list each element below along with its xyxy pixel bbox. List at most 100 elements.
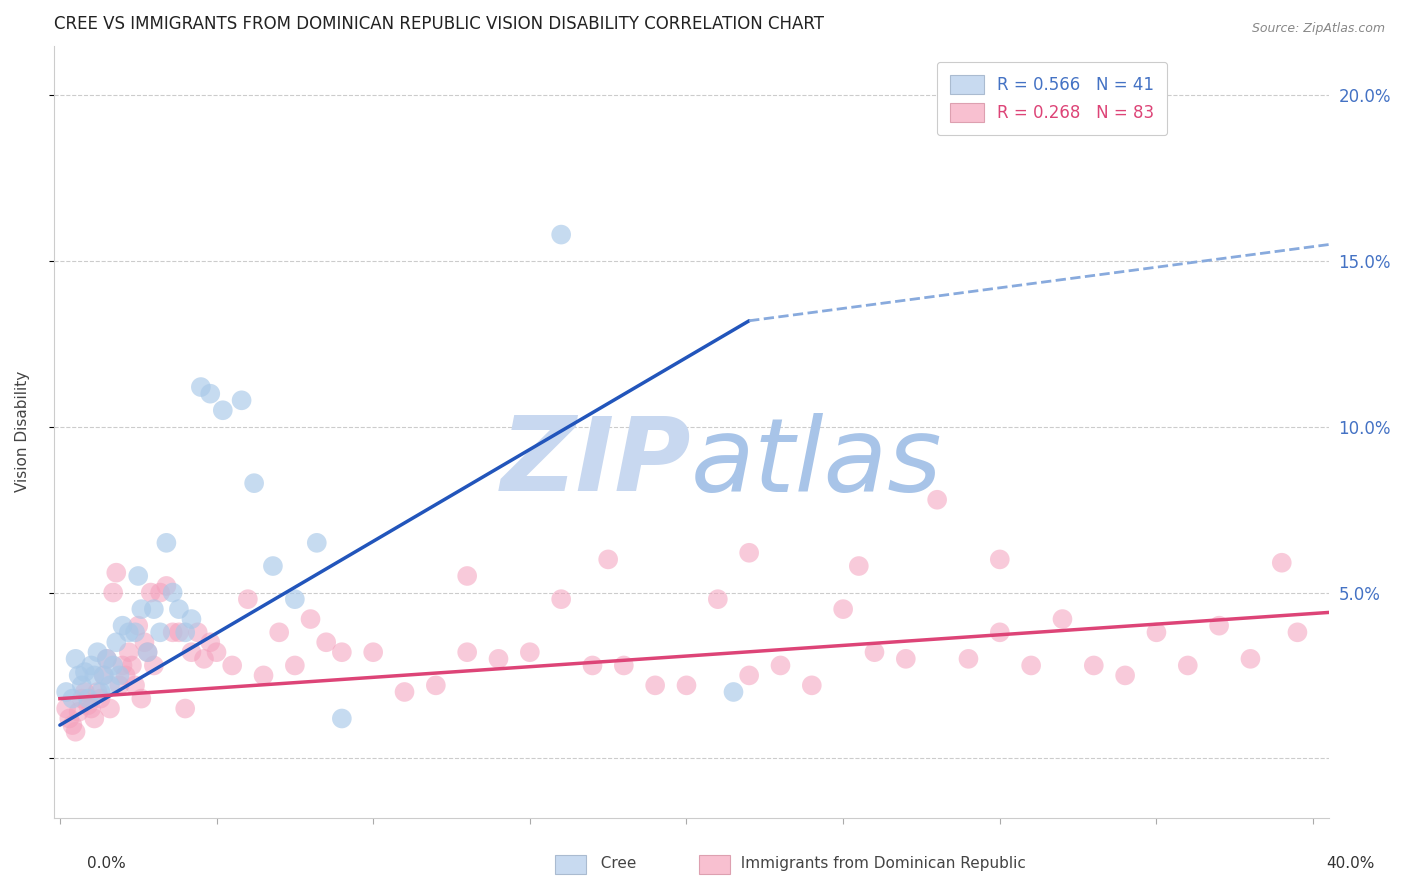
- Point: [269, 625, 291, 640]
- Point: [136, 645, 159, 659]
- Point: [800, 678, 823, 692]
- Point: [131, 602, 153, 616]
- Point: [67, 705, 90, 719]
- Point: [124, 625, 146, 640]
- Point: [98, 678, 121, 692]
- Point: [519, 645, 541, 659]
- Point: [1114, 668, 1136, 682]
- Point: [174, 625, 197, 640]
- Point: [124, 678, 146, 692]
- Point: [1052, 612, 1074, 626]
- Point: [108, 668, 131, 682]
- Point: [200, 386, 222, 401]
- Point: [252, 668, 274, 682]
- Text: Immigrants from Dominican Republic: Immigrants from Dominican Republic: [731, 856, 1026, 871]
- Point: [315, 635, 337, 649]
- Point: [96, 652, 118, 666]
- Text: Cree: Cree: [591, 856, 636, 871]
- Point: [221, 658, 243, 673]
- Point: [299, 612, 322, 626]
- Point: [190, 380, 212, 394]
- Point: [90, 685, 112, 699]
- Point: [738, 546, 761, 560]
- Point: [1019, 658, 1042, 673]
- Point: [927, 492, 949, 507]
- Point: [149, 625, 172, 640]
- Point: [111, 658, 134, 673]
- Point: [675, 678, 697, 692]
- Point: [180, 612, 202, 626]
- Point: [83, 668, 105, 682]
- Point: [58, 711, 80, 725]
- Point: [1083, 658, 1105, 673]
- Point: [77, 698, 100, 713]
- Point: [55, 685, 77, 699]
- Point: [111, 618, 134, 632]
- Point: [456, 645, 478, 659]
- Point: [205, 645, 228, 659]
- Point: [1286, 625, 1309, 640]
- Point: [62, 718, 84, 732]
- Point: [155, 536, 177, 550]
- Point: [55, 701, 77, 715]
- Point: [142, 602, 165, 616]
- Point: [957, 652, 980, 666]
- Point: [142, 658, 165, 673]
- Point: [131, 691, 153, 706]
- Point: [65, 652, 87, 666]
- Point: [101, 585, 124, 599]
- Point: [894, 652, 917, 666]
- Point: [127, 569, 149, 583]
- Point: [330, 645, 353, 659]
- Point: [1177, 658, 1199, 673]
- Point: [167, 602, 190, 616]
- Point: [136, 645, 159, 659]
- Point: [1239, 652, 1261, 666]
- Point: [425, 678, 447, 692]
- Y-axis label: Vision Disability: Vision Disability: [15, 371, 30, 492]
- Point: [187, 625, 209, 640]
- Point: [101, 658, 124, 673]
- Point: [105, 635, 128, 649]
- Point: [581, 658, 603, 673]
- Point: [70, 678, 93, 692]
- Point: [83, 711, 105, 725]
- Point: [96, 652, 118, 666]
- Point: [80, 658, 103, 673]
- Point: [65, 724, 87, 739]
- Point: [174, 701, 197, 715]
- Point: [361, 645, 384, 659]
- Point: [613, 658, 636, 673]
- Point: [848, 559, 870, 574]
- Point: [243, 476, 266, 491]
- Text: 0.0%: 0.0%: [87, 856, 127, 871]
- Legend: R = 0.566   N = 41, R = 0.268   N = 83: R = 0.566 N = 41, R = 0.268 N = 83: [936, 62, 1167, 136]
- Point: [738, 668, 761, 682]
- Point: [149, 585, 172, 599]
- Text: atlas: atlas: [692, 413, 942, 513]
- Point: [193, 652, 215, 666]
- Point: [162, 625, 184, 640]
- Point: [305, 536, 328, 550]
- Point: [67, 668, 90, 682]
- Point: [108, 678, 131, 692]
- Point: [200, 635, 222, 649]
- Point: [70, 691, 93, 706]
- Point: [284, 658, 307, 673]
- Point: [162, 585, 184, 599]
- Point: [394, 685, 416, 699]
- Point: [90, 691, 112, 706]
- Point: [93, 668, 115, 682]
- Point: [723, 685, 745, 699]
- Point: [73, 685, 96, 699]
- Point: [488, 652, 510, 666]
- Text: CREE VS IMMIGRANTS FROM DOMINICAN REPUBLIC VISION DISABILITY CORRELATION CHART: CREE VS IMMIGRANTS FROM DOMINICAN REPUBL…: [53, 15, 824, 33]
- Point: [62, 691, 84, 706]
- Point: [73, 665, 96, 679]
- Point: [180, 645, 202, 659]
- Point: [550, 227, 572, 242]
- Point: [139, 585, 162, 599]
- Text: 40.0%: 40.0%: [1327, 856, 1375, 871]
- Point: [211, 403, 233, 417]
- Point: [118, 645, 141, 659]
